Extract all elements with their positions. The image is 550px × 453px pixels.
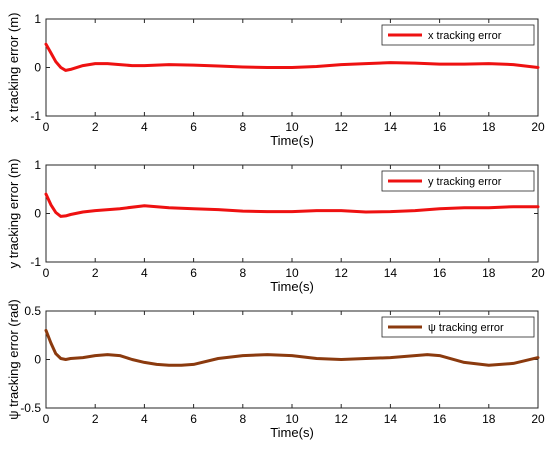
- x-tick-label: 2: [92, 266, 99, 280]
- x-tick-label: 10: [285, 412, 299, 426]
- x-tick-label: 14: [384, 266, 398, 280]
- x-tick-label: 0: [43, 412, 50, 426]
- x-tick-label: 12: [335, 266, 349, 280]
- legend-box: [381, 24, 535, 46]
- legend-label: y tracking error: [428, 176, 502, 188]
- x-tick-label: 6: [190, 266, 197, 280]
- y-tick-label: -1: [30, 109, 41, 123]
- x-tick-label: 14: [384, 120, 398, 134]
- x-tick-label: 10: [285, 266, 299, 280]
- x-tick-label: 18: [482, 120, 496, 134]
- legend-label: ψ tracking error: [428, 322, 504, 334]
- legend: x tracking error: [381, 24, 535, 46]
- series-line: [44, 192, 540, 218]
- legend-box: [381, 170, 535, 192]
- x-tick-label: 8: [239, 412, 246, 426]
- y-tick-label: 0: [34, 61, 41, 75]
- x-tick-label: 16: [433, 266, 447, 280]
- x-tick-label: 6: [190, 120, 197, 134]
- x-tick-label: 20: [531, 266, 545, 280]
- x-tick-label: 6: [190, 412, 197, 426]
- x-tick-label: 12: [335, 120, 349, 134]
- y-tick-label: 1: [34, 12, 41, 26]
- legend: y tracking error: [381, 170, 535, 192]
- x-tick-label: 2: [92, 412, 99, 426]
- x-tick-label: 18: [482, 412, 496, 426]
- x-tick-label: 4: [141, 266, 148, 280]
- x-axis-label: Time(s): [270, 425, 314, 440]
- y-tick-label: 1: [34, 158, 41, 172]
- x-tick-label: 20: [531, 120, 545, 134]
- series-line: [44, 42, 540, 72]
- x-tick-label: 18: [482, 266, 496, 280]
- series-line: [44, 328, 540, 367]
- x-tick-label: 14: [384, 412, 398, 426]
- x-tick-label: 12: [335, 412, 349, 426]
- legend-box: [381, 316, 535, 338]
- y-tick-label: 0: [34, 353, 41, 367]
- legend: ψ tracking error: [381, 316, 535, 338]
- x-tick-label: 20: [531, 412, 545, 426]
- y-tick-label: 0.5: [24, 304, 41, 318]
- x-tick-label: 0: [43, 120, 50, 134]
- y-axis-label: x tracking error (m): [6, 13, 21, 123]
- x-tick-label: 10: [285, 120, 299, 134]
- x-tick-label: 8: [239, 266, 246, 280]
- x-axis-label: Time(s): [270, 133, 314, 148]
- x-tick-label: 2: [92, 120, 99, 134]
- y-axis-label: ψ tracking error (rad): [6, 299, 21, 420]
- y-tick-label: -0.5: [20, 401, 41, 415]
- x-tick-label: 0: [43, 266, 50, 280]
- y-tick-label: -1: [30, 255, 41, 269]
- legend-label: x tracking error: [428, 30, 502, 42]
- x-axis-label: Time(s): [270, 279, 314, 294]
- y-axis-label: y tracking error (m): [6, 159, 21, 269]
- x-tick-label: 4: [141, 120, 148, 134]
- y-tick-label: 0: [34, 207, 41, 221]
- x-tick-label: 16: [433, 412, 447, 426]
- x-tick-label: 16: [433, 120, 447, 134]
- x-tick-label: 4: [141, 412, 148, 426]
- x-tick-label: 8: [239, 120, 246, 134]
